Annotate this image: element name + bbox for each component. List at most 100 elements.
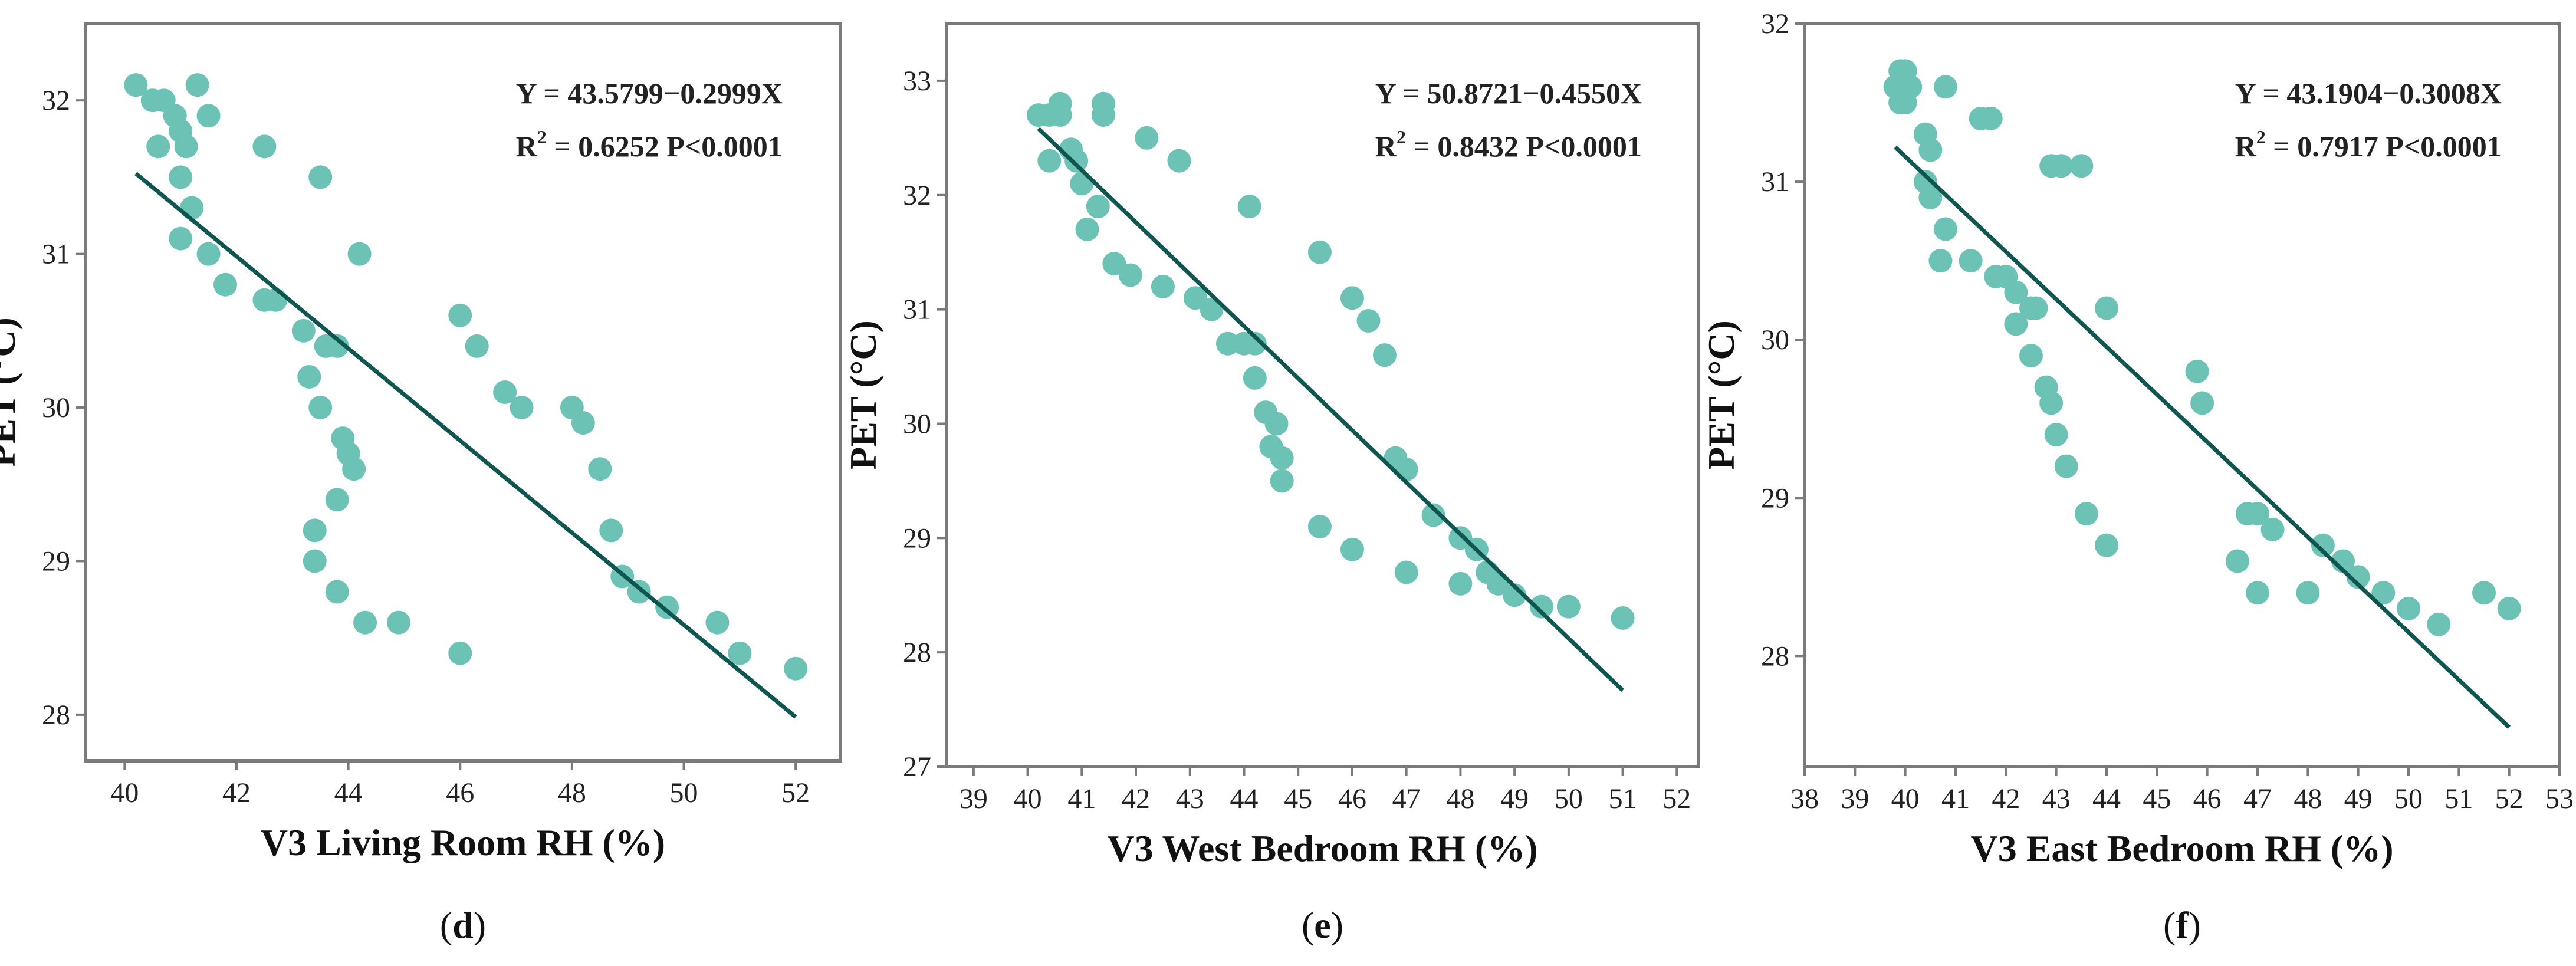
data-point bbox=[2311, 533, 2335, 557]
data-point bbox=[2427, 612, 2451, 636]
data-point bbox=[2069, 154, 2094, 178]
x-tick-label: 46 bbox=[1338, 783, 1366, 814]
y-tick-label: 32 bbox=[42, 85, 70, 116]
x-tick-label: 52 bbox=[781, 777, 810, 809]
data-point bbox=[297, 364, 321, 389]
data-point bbox=[325, 580, 349, 604]
r-squared-value: = 0.6252 P<0.0001 bbox=[547, 130, 783, 163]
regression-line bbox=[1037, 127, 1625, 692]
data-point bbox=[2004, 280, 2028, 304]
data-point bbox=[1611, 606, 1635, 630]
data-point bbox=[2260, 517, 2285, 541]
data-point bbox=[1959, 249, 1983, 273]
data-point bbox=[2397, 596, 2420, 620]
data-point bbox=[386, 610, 410, 635]
x-tick-label: 52 bbox=[1662, 783, 1691, 814]
data-point bbox=[599, 518, 623, 543]
data-point bbox=[1898, 75, 1923, 99]
data-point bbox=[2225, 549, 2249, 573]
y-tick-label: 27 bbox=[903, 751, 931, 783]
data-point bbox=[1167, 149, 1191, 173]
chart-panel-d: 40 42 44 46 48 50 52 28 29 30 31 32 Y = 43.5799−0.29… bbox=[0, 22, 842, 946]
x-tick-label: 48 bbox=[558, 777, 586, 809]
data-point bbox=[2472, 581, 2496, 605]
chart-panel-e: 39 40 41 42 43 44 45 46 47 48 49 50 51 52 27 28 29 30 31 32… bbox=[842, 22, 1700, 946]
data-point bbox=[342, 457, 366, 481]
panel-label-close-paren: ) bbox=[474, 904, 486, 946]
data-point bbox=[1918, 185, 1943, 209]
data-point bbox=[1529, 594, 1553, 619]
data-point bbox=[2296, 581, 2320, 605]
plot-frame bbox=[1803, 22, 2561, 768]
data-point bbox=[1918, 138, 1943, 162]
data-point bbox=[2497, 596, 2521, 620]
data-point bbox=[196, 242, 221, 266]
x-tick-label: 38 bbox=[1790, 783, 1819, 814]
data-point bbox=[1243, 331, 1267, 356]
x-tick-label: 50 bbox=[670, 777, 698, 809]
data-point bbox=[1264, 412, 1289, 436]
r-squared-superscript: 2 bbox=[1397, 126, 1406, 147]
data-point bbox=[655, 595, 679, 619]
data-point bbox=[1356, 309, 1381, 333]
data-point bbox=[1340, 537, 1364, 561]
data-point bbox=[1933, 217, 1957, 241]
data-point bbox=[1064, 149, 1089, 173]
y-tick-label: 31 bbox=[1761, 166, 1789, 198]
panel-label: (e) bbox=[1302, 904, 1343, 946]
data-point bbox=[1048, 91, 1072, 116]
x-axis-title: V3 East Bedroom RH (%) bbox=[1971, 827, 2394, 869]
data-point bbox=[1556, 594, 1581, 619]
x-tick-label: 50 bbox=[2394, 783, 2423, 814]
data-point bbox=[325, 334, 349, 358]
data-point bbox=[124, 73, 148, 97]
panel-label-open-paren: ( bbox=[440, 904, 452, 946]
x-tick-label: 47 bbox=[1392, 783, 1421, 814]
r-squared-superscript: 2 bbox=[537, 126, 547, 147]
data-point bbox=[353, 610, 377, 635]
data-point bbox=[1270, 469, 1294, 493]
data-point bbox=[571, 411, 595, 435]
data-point bbox=[784, 656, 808, 681]
data-point bbox=[185, 73, 209, 97]
x-tick-label: 51 bbox=[1609, 783, 1637, 814]
data-point bbox=[1270, 446, 1294, 470]
y-tick-label: 29 bbox=[903, 523, 931, 554]
x-tick-label: 44 bbox=[2092, 783, 2121, 814]
data-point bbox=[2246, 502, 2269, 526]
data-point bbox=[1394, 458, 1418, 481]
data-point bbox=[1421, 503, 1445, 527]
data-point bbox=[1307, 240, 1332, 264]
y-tick-label: 28 bbox=[42, 699, 70, 731]
regression-equation: Y = 43.5799−0.2999X bbox=[516, 77, 783, 110]
panel-label: (d) bbox=[440, 904, 486, 946]
x-tick-label: 42 bbox=[1992, 783, 2020, 814]
y-tick-label: 29 bbox=[42, 546, 70, 577]
panel-label-open-paren: ( bbox=[1302, 904, 1314, 946]
data-point bbox=[1243, 366, 1267, 390]
r-squared-symbol: R bbox=[1375, 130, 1397, 163]
data-point bbox=[1086, 195, 1110, 219]
data-point bbox=[252, 134, 277, 159]
data-point bbox=[2019, 343, 2043, 367]
y-tick-label: 31 bbox=[903, 294, 931, 326]
y-tick-label: 30 bbox=[1761, 324, 1789, 356]
data-point bbox=[1237, 195, 1261, 219]
data-point bbox=[465, 334, 489, 358]
regression-line bbox=[1894, 145, 2511, 729]
panel-label-close-paren: ) bbox=[1331, 904, 1343, 946]
x-tick-label: 49 bbox=[2344, 783, 2373, 814]
r-squared-superscript: 2 bbox=[2256, 126, 2266, 147]
data-point bbox=[1092, 103, 1116, 127]
r-squared-value: = 0.7917 P<0.0001 bbox=[2266, 130, 2502, 163]
y-axis-title: PET (°C) bbox=[1700, 320, 1742, 470]
data-point bbox=[2049, 154, 2074, 178]
x-tick-label: 53 bbox=[2545, 783, 2574, 814]
r-squared-symbol: R bbox=[2235, 130, 2257, 163]
data-point bbox=[1037, 149, 1062, 173]
x-tick-label: 42 bbox=[1122, 783, 1150, 814]
y-tick-label: 30 bbox=[42, 392, 70, 423]
data-point bbox=[303, 549, 327, 573]
x-tick-label: 39 bbox=[960, 783, 988, 814]
